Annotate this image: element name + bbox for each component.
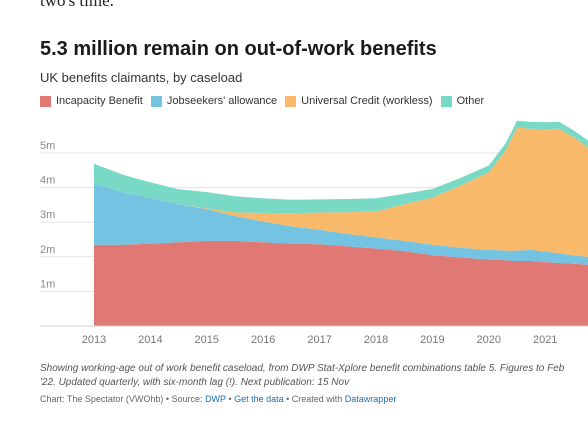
area-series-0 <box>94 240 588 326</box>
footer-separator-1: • <box>225 394 235 404</box>
legend-label-incapacity: Incapacity Benefit <box>56 95 143 107</box>
legend-swatch-incapacity <box>40 95 51 107</box>
x-tick-label: 2019 <box>420 334 444 346</box>
area-series-3 <box>94 120 588 214</box>
clipped-article-text: two's time. <box>40 0 114 10</box>
y-tick-label: 5m <box>40 140 55 152</box>
area-series-1 <box>94 183 588 265</box>
chart-notes-line-1: Showing working-age out of work benefit … <box>40 363 565 374</box>
chart-subtitle: UK benefits claimants, by caseload <box>40 70 243 85</box>
source-link[interactable]: DWP <box>205 394 226 404</box>
chart-footer: Chart: The Spectator (VWOhb) • Source: D… <box>40 394 396 404</box>
chart-legend: Incapacity Benefit Jobseekers' allowance… <box>40 95 484 107</box>
legend-swatch-other <box>440 95 452 107</box>
legend-item-universal-credit: Universal Credit (workless) <box>285 95 433 107</box>
chart-notes-line-2: '22. Updated quarterly, with six-month l… <box>40 377 350 388</box>
x-tick-label: 2021 <box>533 334 557 346</box>
footer-separator-2: • Created with <box>283 394 345 404</box>
y-tick-label: 4m <box>40 175 55 187</box>
x-tick-label: 2013 <box>82 334 106 346</box>
x-tick-label: 2015 <box>195 334 219 346</box>
legend-label-jobseekers: Jobseekers' allowance <box>166 95 278 107</box>
datawrapper-link[interactable]: Datawrapper <box>344 394 397 404</box>
footer-credit: Chart: The Spectator (VWOhb) • Source: <box>40 394 206 404</box>
legend-swatch-universal-credit <box>285 95 297 107</box>
get-data-link[interactable]: Get the data <box>234 394 284 404</box>
area-chart: 1m 2m 3m 4m 5m 2013 2014 2015 2016 2017 2018 2019 20… <box>40 120 588 346</box>
legend-label-universal-credit: Universal Credit (workless) <box>301 95 433 107</box>
legend-label-other: Other <box>456 95 485 107</box>
x-tick-label: 2017 <box>307 334 331 346</box>
x-tick-label: 2014 <box>138 334 162 346</box>
legend-swatch-jobseekers <box>150 95 162 107</box>
x-tick-label: 2020 <box>477 334 501 346</box>
legend-item-incapacity: Incapacity Benefit <box>40 95 143 107</box>
y-tick-label: 2m <box>40 244 55 256</box>
chart-title: 5.3 million remain on out-of-work benefi… <box>40 38 437 60</box>
legend-item-jobseekers: Jobseekers' allowance <box>150 95 278 107</box>
legend-item-other: Other <box>440 95 485 107</box>
chart-notes: Showing working-age out of work benefit … <box>40 362 588 390</box>
y-tick-label: 3m <box>40 209 55 221</box>
x-tick-label: 2016 <box>251 334 275 346</box>
area-series-2 <box>94 127 588 258</box>
y-tick-label: 1m <box>40 278 55 290</box>
x-tick-label: 2018 <box>364 334 388 346</box>
